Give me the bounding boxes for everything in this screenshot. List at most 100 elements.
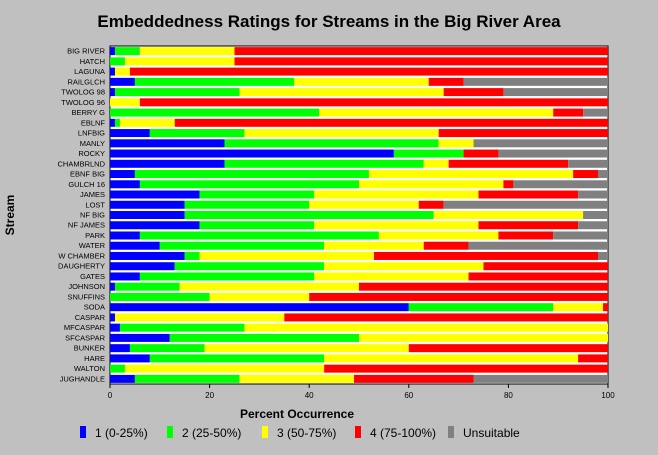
bar-segment bbox=[463, 149, 499, 158]
bar-segment bbox=[209, 292, 310, 301]
bar-segment bbox=[314, 190, 479, 199]
category-label: WALTON bbox=[74, 364, 105, 373]
bar-segment bbox=[503, 180, 514, 189]
bar-segment bbox=[244, 323, 608, 332]
category-label: SNUFFINS bbox=[68, 292, 106, 301]
bar-segment bbox=[443, 88, 504, 97]
bar-segment bbox=[110, 118, 115, 127]
bar-segment bbox=[169, 333, 359, 342]
bar-segment bbox=[110, 323, 120, 332]
x-tick-label: 40 bbox=[305, 391, 314, 400]
bar-segment bbox=[433, 211, 584, 219]
bar-segment bbox=[110, 231, 140, 240]
category-label: EBLNF bbox=[81, 118, 106, 127]
category-label: PARK bbox=[85, 231, 105, 240]
legend-label: Unsuitable bbox=[463, 426, 520, 440]
bar-segment bbox=[354, 374, 474, 383]
bar-segment bbox=[423, 159, 449, 168]
legend-swatch bbox=[448, 426, 454, 438]
bar-segment bbox=[234, 57, 608, 66]
legend-label: 4 (75-100%) bbox=[370, 426, 436, 440]
y-axis-title: Stream bbox=[3, 195, 17, 236]
bar-segment bbox=[368, 170, 574, 179]
bar-segment bbox=[359, 333, 608, 342]
legend-swatch bbox=[80, 426, 86, 438]
bar-segment bbox=[468, 241, 608, 250]
bar-segment bbox=[110, 190, 200, 199]
bar-segment bbox=[239, 374, 355, 383]
bar-segment bbox=[184, 251, 200, 260]
bar-segment bbox=[324, 354, 579, 363]
bar-segment bbox=[110, 129, 150, 138]
bar-segment bbox=[114, 313, 285, 322]
bar-segment bbox=[473, 139, 608, 148]
bar-segment bbox=[199, 190, 315, 199]
bar-segment bbox=[438, 129, 608, 138]
x-tick-label: 80 bbox=[504, 391, 513, 400]
bar-segment bbox=[573, 170, 599, 179]
bar-segment bbox=[110, 364, 125, 373]
bar-segment bbox=[324, 262, 484, 271]
bar-segment bbox=[110, 139, 225, 148]
bar-segment bbox=[284, 313, 608, 322]
bar-segment bbox=[359, 282, 608, 291]
bar-segment bbox=[129, 344, 205, 353]
legend-swatch bbox=[262, 426, 268, 438]
legend: 1 (0-25%) 2 (25-50%) 3 (50-75%) 4 (75-100%)… bbox=[80, 426, 520, 440]
category-label: NF JAMES bbox=[68, 221, 105, 230]
bar-segment bbox=[114, 47, 140, 56]
bar-segment bbox=[378, 231, 499, 240]
bar-segment bbox=[134, 77, 295, 86]
chart-title: Embeddedness Ratings for Streams in the … bbox=[97, 12, 561, 31]
bar-segment bbox=[423, 241, 469, 250]
bar-segment bbox=[603, 303, 608, 312]
bar-segment bbox=[110, 211, 185, 219]
bar-segment bbox=[498, 231, 554, 240]
bar-segment bbox=[110, 241, 160, 250]
bar-segment bbox=[224, 159, 424, 168]
bar-segment bbox=[314, 221, 479, 230]
category-label: CASPAR bbox=[75, 313, 106, 322]
bar-segment bbox=[463, 77, 608, 86]
bar-segment bbox=[418, 200, 444, 209]
bar-segment bbox=[443, 200, 608, 209]
legend-label: 3 (50-75%) bbox=[277, 426, 336, 440]
x-tick-label: 100 bbox=[601, 391, 615, 400]
bar-segment bbox=[478, 190, 579, 199]
category-label: WATER bbox=[79, 241, 106, 250]
bar-segment bbox=[204, 344, 409, 353]
bar-segment bbox=[244, 129, 439, 138]
bar-segment bbox=[408, 344, 608, 353]
category-label: LAGUNA bbox=[74, 67, 105, 76]
bar-segment bbox=[578, 190, 608, 199]
bar-segment bbox=[110, 272, 140, 281]
bar-segment bbox=[373, 251, 599, 260]
bar-segment bbox=[324, 364, 608, 373]
category-label: W CHAMBER bbox=[58, 251, 105, 260]
bar-segment bbox=[110, 67, 115, 76]
bar-segment bbox=[239, 88, 444, 97]
bar-segment bbox=[503, 88, 608, 97]
bar-segment bbox=[408, 303, 554, 312]
bar-segment bbox=[110, 292, 210, 301]
category-label: SODA bbox=[84, 303, 105, 312]
category-label: TWOLOG 98 bbox=[61, 88, 105, 97]
category-label: JUGHANDLE bbox=[60, 374, 105, 383]
bar-segment bbox=[114, 67, 130, 76]
bar-segment bbox=[110, 344, 130, 353]
category-label: BUNKER bbox=[74, 344, 106, 353]
bar-segment bbox=[184, 211, 434, 219]
bar-segment bbox=[583, 108, 608, 117]
category-label: EBNF BIG bbox=[70, 170, 105, 179]
bar-segment bbox=[134, 170, 369, 179]
bar-segment bbox=[359, 180, 504, 189]
bar-segment bbox=[314, 272, 469, 281]
bar-segment bbox=[159, 241, 325, 250]
bar-segment bbox=[324, 241, 424, 250]
bar-segment bbox=[110, 262, 175, 271]
bar-segment bbox=[110, 251, 185, 260]
bar-segment bbox=[110, 180, 140, 189]
category-label: BERRY G bbox=[72, 108, 106, 117]
